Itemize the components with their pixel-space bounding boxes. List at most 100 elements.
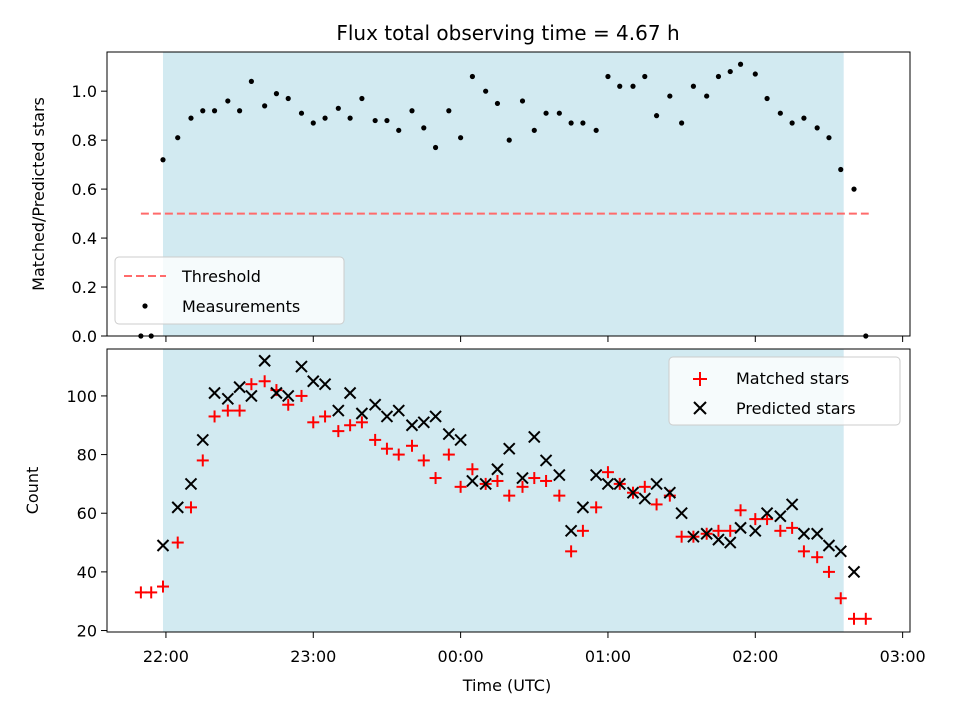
predicted-x-b (332, 404, 345, 417)
measurement-point (237, 108, 243, 114)
predicted-x-b (208, 386, 221, 400)
predicted-x-b (233, 380, 246, 394)
predicted-star-point (749, 524, 762, 538)
matched-star-point (233, 404, 246, 417)
predicted-star-point (589, 468, 603, 482)
measurement-point (593, 127, 599, 133)
predicted-x-b (171, 501, 184, 514)
matched-star-point (405, 439, 418, 452)
measurement-point (409, 108, 415, 114)
predicted-x-b (196, 433, 209, 447)
top-ytick-label: 0.4 (72, 229, 97, 248)
measurement-point (752, 71, 758, 77)
predicted-star-point (822, 539, 836, 552)
measurement-point (200, 108, 206, 114)
predicted-star-point (687, 530, 700, 543)
measurement-point (838, 166, 844, 173)
matched-star-point (184, 501, 197, 514)
bottom-legend-box (668, 356, 901, 426)
xtick-label: 03:00 (880, 647, 926, 666)
bottom-marks (134, 354, 872, 625)
predicted-x-b (380, 410, 394, 423)
predicted-star-point (700, 527, 713, 540)
matched-star-point (355, 416, 368, 429)
top-ytick-label: 0.0 (72, 327, 97, 346)
bottom-ytick-label: 20 (77, 622, 97, 641)
predicted-x-b (564, 524, 578, 538)
measurement-point (568, 120, 574, 126)
predicted-star-point (355, 407, 369, 420)
measurement-point (310, 120, 316, 126)
predicted-star-point (564, 524, 578, 538)
legend-predicted-swatch (693, 401, 707, 415)
matched-star-point (749, 513, 762, 526)
measurement-point (359, 95, 365, 102)
predicted-star-point (601, 477, 615, 491)
xtick-label: 22:00 (143, 647, 189, 666)
predicted-star-point (156, 539, 170, 552)
matched-star-point (491, 474, 504, 487)
predicted-x-b (307, 375, 320, 388)
predicted-star-point (553, 468, 566, 482)
predicted-star-point (663, 486, 677, 499)
measurement-point (458, 135, 464, 141)
predicted-x-b (774, 509, 787, 523)
measurement-point (335, 105, 341, 111)
xtick-label: 01:00 (585, 647, 631, 666)
measurement-point (273, 91, 280, 97)
measurement-point (531, 127, 537, 133)
measurement-point (347, 115, 353, 121)
predicted-star-point (233, 380, 246, 394)
predicted-x-b (638, 492, 651, 505)
predicted-x-b (847, 565, 861, 579)
matched-star-point (553, 489, 566, 502)
predicted-star-point (295, 360, 308, 373)
predicted-star-point (307, 375, 320, 388)
predicted-star-point (810, 527, 824, 540)
measurement-point (642, 73, 648, 80)
top-legend: Threshold Measurements (114, 256, 345, 325)
predicted-x-b (491, 463, 504, 476)
predicted-x-b (466, 474, 479, 488)
predicted-star-point (626, 486, 640, 499)
matched-star-point (638, 480, 651, 493)
measurement-point (262, 103, 268, 109)
predicted-star-point (479, 477, 492, 491)
measurement-point (605, 73, 611, 80)
predicted-star-point (270, 386, 283, 400)
predicted-star-point (613, 477, 626, 491)
matched-star-point (344, 419, 357, 432)
matched-star-point (774, 524, 787, 537)
matched-star-point (196, 454, 209, 467)
predicted-x-b (417, 416, 430, 429)
measurement-point (421, 125, 427, 131)
predicted-star-point (774, 509, 787, 523)
predicted-star-point (208, 386, 221, 400)
matched-star-point (319, 410, 332, 423)
top-y-axis-label: Matched/Predicted stars (29, 97, 48, 291)
measurement-point (653, 113, 660, 119)
measurement-point (285, 95, 291, 102)
matched-star-point (392, 448, 405, 461)
top-marks (138, 61, 869, 339)
predicted-star-point (429, 410, 442, 423)
predicted-x-b (663, 486, 677, 499)
matched-star-point (822, 565, 835, 578)
matched-star-point (145, 586, 158, 599)
matched-star-point (859, 612, 872, 625)
measurement-point (826, 135, 832, 141)
bottom-ytick-label: 80 (77, 446, 97, 465)
predicted-star-point (221, 392, 235, 406)
measurement-point (679, 120, 685, 126)
predicted-x-b (626, 486, 640, 499)
predicted-star-point (834, 545, 847, 558)
bottom-ytick-label: 100 (66, 387, 97, 406)
matched-star-point (466, 463, 479, 476)
measurement-point (225, 98, 231, 104)
legend-measurements-swatch (142, 303, 148, 309)
measurement-point (432, 144, 439, 151)
predicted-star-point (576, 501, 590, 514)
predicted-star-point (405, 419, 419, 432)
predicted-x-b (258, 354, 271, 367)
predicted-star-point (258, 354, 271, 367)
